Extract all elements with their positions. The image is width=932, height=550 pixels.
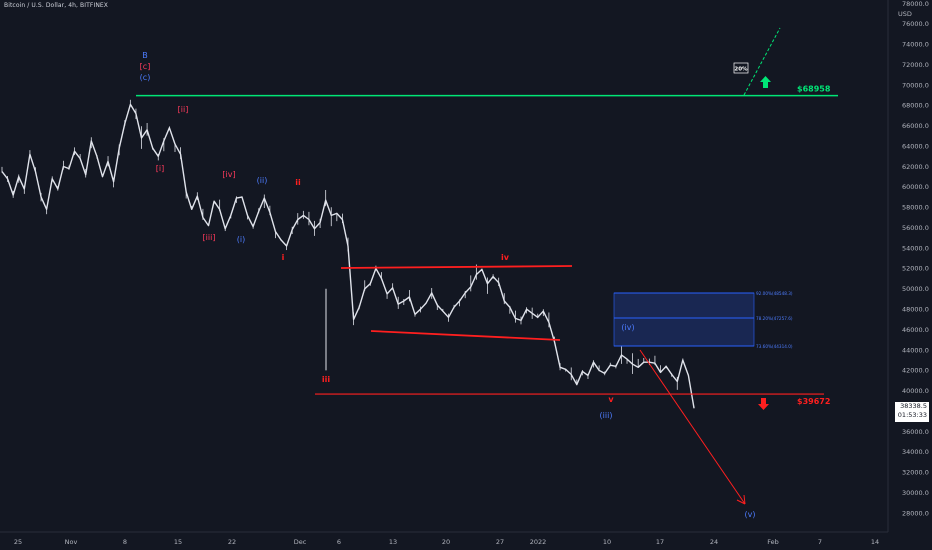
x-tick-label: 14 xyxy=(871,538,879,546)
wave-label: B xyxy=(142,51,148,60)
x-tick-label: Nov xyxy=(65,538,78,546)
x-tick-label: Feb xyxy=(767,538,779,546)
y-tick-label: 30000.0 xyxy=(902,489,929,497)
y-tick-label: 40000.0 xyxy=(902,387,929,395)
wave-label: v xyxy=(608,395,614,404)
wave-label: (i) xyxy=(237,235,245,244)
channel-upper-line xyxy=(340,265,573,269)
wave-label: [iii] xyxy=(203,233,216,242)
y-tick-label: 42000.0 xyxy=(902,367,929,375)
up-arrow-icon xyxy=(760,76,771,88)
resistance-level-label: $68958 xyxy=(797,85,831,94)
x-tick-label: 20 xyxy=(442,538,450,546)
wave-label: (v) xyxy=(745,510,756,519)
y-tick-label: 44000.0 xyxy=(902,346,929,354)
wave-label: (iii) xyxy=(600,411,613,420)
wave-label: (iv) xyxy=(621,323,634,332)
x-tick-label: 13 xyxy=(389,538,397,546)
x-tick-label: 27 xyxy=(496,538,504,546)
y-axis-currency: USD xyxy=(898,10,912,18)
percent-badge-box xyxy=(733,62,749,74)
y-tick-label: 54000.0 xyxy=(902,244,929,252)
y-tick-label: 76000.0 xyxy=(902,20,929,28)
x-tick-label: 22 xyxy=(228,538,236,546)
down-arrow-icon xyxy=(758,398,769,410)
x-tick-label: 8 xyxy=(123,538,127,546)
y-tick-label: 56000.0 xyxy=(902,224,929,232)
y-tick-label: 72000.0 xyxy=(902,61,929,69)
current-price-badge: 38338.5 01:53:33 xyxy=(895,402,929,422)
fib-level-label: 78.20%(47257.6) xyxy=(756,316,793,321)
y-tick-label: 32000.0 xyxy=(902,469,929,477)
wave-label: [iv] xyxy=(222,170,235,179)
y-tick-label: 62000.0 xyxy=(902,163,929,171)
x-tick-label: 7 xyxy=(818,538,822,546)
price-line xyxy=(1,99,695,409)
y-tick-label: 60000.0 xyxy=(902,183,929,191)
x-axis: 25 Nov 8 15 22 Dec 6 13 20 27 2022 10 17 24 Feb 7 14 xyxy=(0,531,888,546)
channel-lower-line xyxy=(370,330,561,341)
y-tick-label: 28000.0 xyxy=(902,509,929,517)
x-tick-label: 2022 xyxy=(530,538,547,546)
fib-level-label: 73.60%(44314.0) xyxy=(756,344,793,349)
y-tick-label: 50000.0 xyxy=(902,285,929,293)
wave-labels: B[c](c)[ii][i][iv][iii](ii)(i)iiiiiiivv(… xyxy=(140,51,756,519)
y-tick-label: 58000.0 xyxy=(902,204,929,212)
y-tick-label: 70000.0 xyxy=(902,81,929,89)
price-series-line xyxy=(1,103,695,409)
chart-title: Bitcoin / U.S. Dollar, 4h, BITFINEX xyxy=(4,2,109,9)
y-tick-label: 68000.0 xyxy=(902,102,929,110)
y-tick-label: 34000.0 xyxy=(902,448,929,456)
x-tick-label: Dec xyxy=(294,538,307,546)
bar-countdown: 01:53:33 xyxy=(897,411,927,419)
y-tick-label: 46000.0 xyxy=(902,326,929,334)
y-tick-label: 36000.0 xyxy=(902,428,929,436)
wave-label: [ii] xyxy=(178,105,189,114)
wave-label: iii xyxy=(322,375,330,384)
x-tick-label: 6 xyxy=(337,538,341,546)
bearish-projection-arrowhead xyxy=(736,494,746,505)
x-tick-label: 15 xyxy=(174,538,182,546)
wave-label: i xyxy=(282,253,285,262)
bearish-projection-line xyxy=(639,349,746,505)
y-tick-label: 48000.0 xyxy=(902,305,929,313)
y-tick-label: 74000.0 xyxy=(902,41,929,49)
wave-label: (ii) xyxy=(257,176,268,185)
y-tick-label: 64000.0 xyxy=(902,142,929,150)
fib-box xyxy=(613,292,755,347)
support-level-label: $39672 xyxy=(797,397,830,406)
wave-label: (c) xyxy=(140,73,151,82)
y-tick-label: 66000.0 xyxy=(902,122,929,130)
y-axis: USD 78000.0 76000.0 74000.0 72000.0 70000.0 68… xyxy=(887,0,929,532)
wave-label: [c] xyxy=(140,62,151,71)
bullish-projection-line xyxy=(743,27,781,96)
chart-overlays: $68958 $39672 92.00%(48548.3) 78.20%(47257.… xyxy=(136,27,838,505)
wave-label: ii xyxy=(295,178,301,187)
y-tick-label: 52000.0 xyxy=(902,265,929,273)
x-tick-label: 24 xyxy=(710,538,718,546)
current-price-value: 38338.5 xyxy=(900,402,927,410)
fib-level-label: 92.00%(48548.3) xyxy=(756,291,793,296)
x-tick-label: 10 xyxy=(603,538,611,546)
y-tick-label: 78000.0 xyxy=(902,0,929,8)
percent-badge-label: 20% xyxy=(734,67,748,73)
wave-label: [i] xyxy=(156,164,164,173)
x-tick-label: 25 xyxy=(14,538,22,546)
x-tick-label: 17 xyxy=(656,538,664,546)
wave-label: iv xyxy=(501,253,510,262)
